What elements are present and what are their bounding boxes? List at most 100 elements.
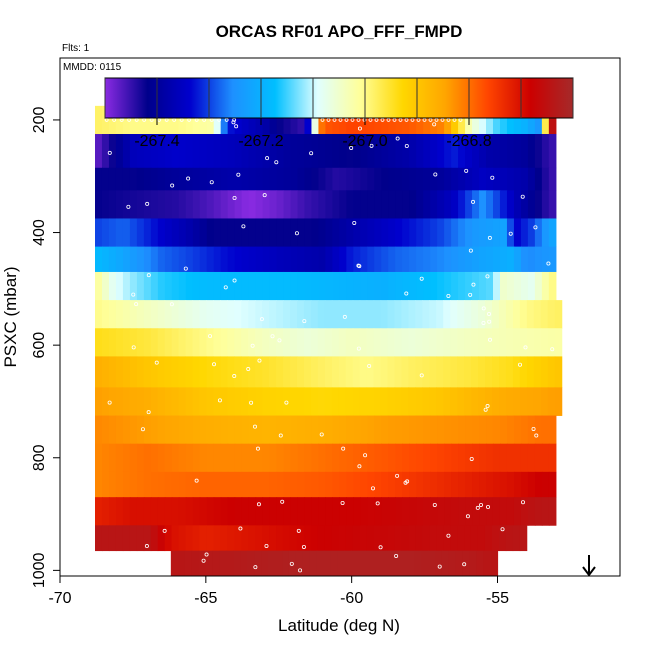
heatmap-cell [457,387,465,416]
heatmap-cell [547,387,556,416]
heatmap-cell [115,525,124,552]
heatmap-cell [206,497,215,526]
heatmap-cell [471,328,479,357]
heatmap-cell [122,190,131,219]
heatmap-cell [205,550,214,576]
track-point [533,225,538,230]
heatmap-cell [206,525,214,552]
heatmap-cell [415,356,423,388]
track-point [432,122,437,127]
heatmap-cell [241,246,250,273]
heatmap-cell [317,356,326,388]
heatmap-cell [465,497,473,526]
heatmap-cell [269,218,278,248]
heatmap-cell [345,328,354,357]
heatmap-cell [444,497,452,526]
heatmap-cell [206,356,215,388]
heatmap-cell [101,497,110,526]
heatmap-cell [486,415,494,445]
heatmap-cell [206,387,215,416]
heatmap-cell [367,218,375,248]
heatmap-cell [199,387,208,416]
heatmap-cell [150,497,159,526]
heatmap-cell [171,525,180,552]
heatmap-cell [241,167,250,191]
heatmap-cell [409,190,417,219]
heatmap-cell [325,415,333,445]
heatmap-cell [520,190,529,219]
track-point [349,145,354,150]
track-point [262,193,267,198]
heatmap-cell [330,550,339,576]
heatmap-cell [486,471,494,498]
heatmap-cell [436,300,444,329]
track-point [319,432,324,437]
heatmap-cell [157,105,166,135]
heatmap-cell [95,387,103,416]
heatmap-cell [122,134,131,169]
heatmap-cell [499,134,508,169]
heatmap-cell [353,415,361,445]
heatmap-cell [548,134,557,169]
heatmap-cell [150,415,159,445]
track-point [241,224,246,229]
heatmap-cell [423,497,431,526]
heatmap-cell [331,328,340,357]
heatmap-cell [409,105,417,135]
heatmap-cell [367,415,375,445]
heatmap-cell [506,105,515,135]
heatmap-cell [415,525,423,552]
heatmap-cell [143,167,152,191]
heatmap-cell [339,167,347,191]
heatmap-cell [178,218,187,248]
heatmap-cell [499,190,508,219]
heatmap-cell [269,471,278,498]
track-point [433,172,438,177]
heatmap-cell [541,218,550,248]
heatmap-cell [395,271,403,301]
heatmap-cell [402,167,410,191]
heatmap-cell [143,134,152,169]
heatmap-cell [101,167,110,191]
heatmap-cell [304,218,313,248]
heatmap-cell [358,550,367,576]
heatmap-cell [381,190,389,219]
heatmap-cell [234,218,243,248]
heatmap-cell [379,550,387,576]
heatmap-cell [485,300,493,329]
heatmap-cell [465,415,473,445]
heatmap-cell [255,134,264,169]
heatmap-cell [108,497,117,526]
heatmap-cell [485,328,493,357]
heatmap-cell [241,300,249,329]
heatmap-cell [297,497,306,526]
heatmap-cell [430,218,438,248]
heatmap-cell [402,105,410,135]
heatmap-cell [386,550,394,576]
heatmap-cell [451,218,459,248]
heatmap-cell [115,271,124,301]
heatmap-cell [316,550,325,576]
heatmap-cell [171,271,180,301]
track-point [487,319,492,324]
heatmap-cell [339,246,347,273]
x-tick-label: -55 [486,590,509,607]
heatmap-cell [388,134,396,169]
heatmap-cell [479,471,487,498]
heatmap-cell [122,300,131,329]
heatmap-cell [408,525,416,552]
heatmap-cell [387,387,396,416]
heatmap-cell [486,218,494,248]
track-point [446,293,451,298]
track-point [478,502,483,507]
heatmap-cell [458,471,466,498]
track-point [259,317,264,322]
heatmap-cell [520,271,529,301]
heatmap-cell [360,134,368,169]
heatmap-cell [485,356,493,388]
heatmap-cell [317,387,326,416]
heatmap-cell [451,443,459,473]
heatmap-cell [248,246,257,273]
heatmap-cell [122,271,131,301]
heatmap-cell [353,167,361,191]
